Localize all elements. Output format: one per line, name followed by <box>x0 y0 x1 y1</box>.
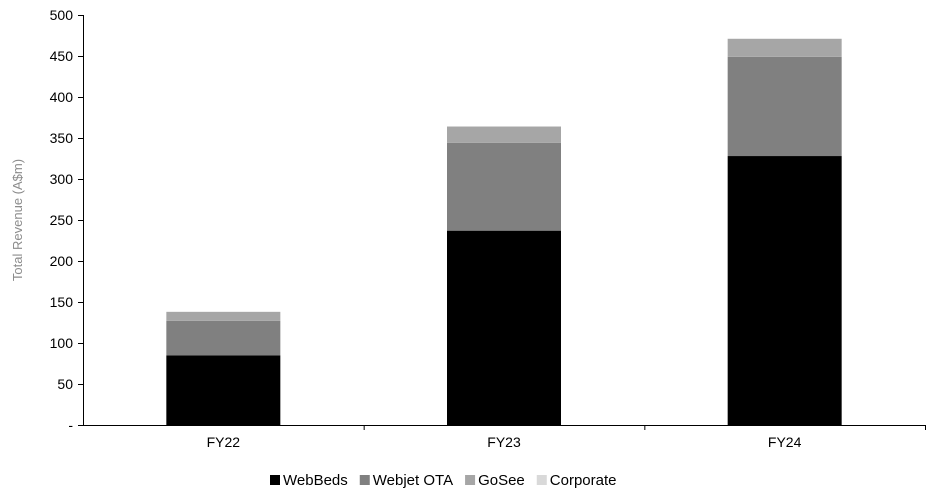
x-tick-label: FY24 <box>768 434 802 450</box>
y-tick-label: 150 <box>50 294 74 310</box>
y-tick-label: 200 <box>50 253 74 269</box>
y-tick-label: 450 <box>50 48 74 64</box>
y-tick-label: 400 <box>50 89 74 105</box>
bar-gosee-fy22 <box>166 311 281 321</box>
x-tick-label: FY23 <box>487 434 521 450</box>
bar-webjet-ota-fy24 <box>727 56 842 157</box>
legend-swatch <box>270 475 280 485</box>
bar-webbeds-fy24 <box>727 156 842 426</box>
bar-gosee-fy23 <box>447 126 561 143</box>
y-tick-label: 100 <box>50 335 74 351</box>
x-tick-label: FY22 <box>207 434 241 450</box>
y-tick-label: 300 <box>50 171 74 187</box>
bar-webbeds-fy22 <box>166 355 281 425</box>
y-tick-label: 500 <box>50 7 74 23</box>
x-axis-ticks: FY22 FY23 FY24 <box>207 425 926 450</box>
bar-webjet-ota-fy23 <box>447 142 561 231</box>
y-axis-ticks: - 50 100 150 200 250 300 350 400 450 500 <box>50 7 83 433</box>
y-tick-label: - <box>68 417 73 433</box>
bar-webbeds-fy23 <box>447 230 561 425</box>
y-tick-label: 50 <box>57 376 73 392</box>
legend: WebBeds Webjet OTA GoSee Corporate <box>270 472 616 489</box>
legend-label: Corporate <box>550 472 617 489</box>
y-tick-label: 250 <box>50 212 74 228</box>
y-tick-label: 350 <box>50 130 74 146</box>
plot-area <box>166 38 842 426</box>
legend-label: GoSee <box>478 472 525 489</box>
y-axis-title: Total Revenue (A$m) <box>10 159 25 281</box>
legend-label: WebBeds <box>283 472 348 489</box>
legend-label: Webjet OTA <box>373 472 453 489</box>
bar-gosee-fy24 <box>727 38 842 57</box>
legend-swatch <box>465 475 476 485</box>
bar-webjet-ota-fy22 <box>166 320 281 356</box>
legend-swatch <box>359 475 370 485</box>
legend-swatch <box>536 475 547 485</box>
